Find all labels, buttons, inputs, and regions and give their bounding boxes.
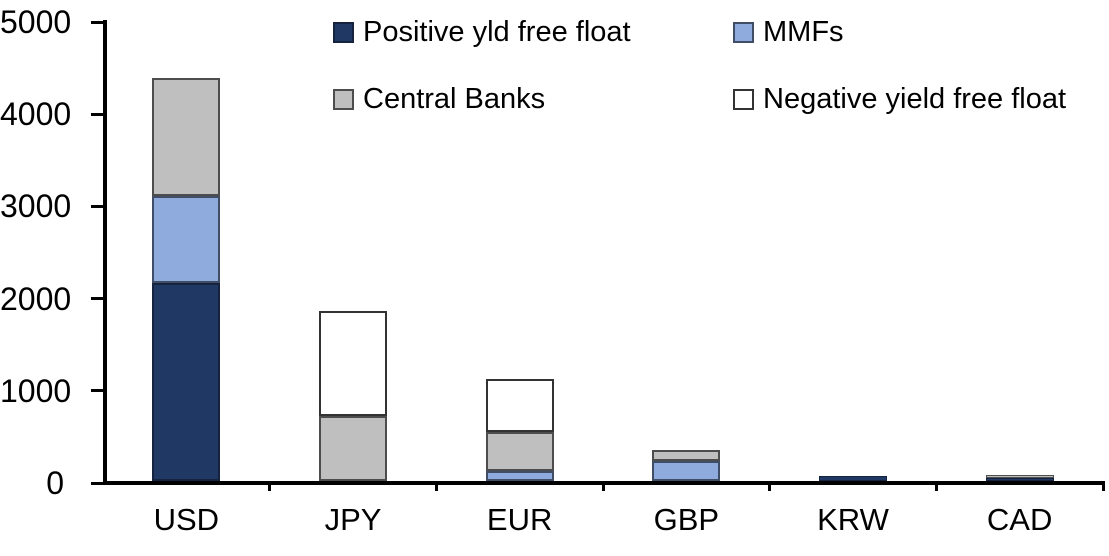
x-axis-tick-3	[601, 481, 605, 491]
y-axis-label-2000: 2000	[0, 280, 72, 317]
bar-segment-krw-positive-yld-free-float	[819, 476, 887, 481]
legend-swatch-icon-central-banks	[333, 88, 354, 110]
x-axis-label-usd: USD	[153, 502, 220, 537]
x-axis-tick-2	[434, 481, 438, 491]
y-axis-label-5000: 5000	[0, 4, 72, 40]
legend-item-positive-yld-free-float: Positive yld free float	[333, 17, 631, 47]
x-axis-label-eur: EUR	[486, 502, 553, 537]
x-axis-label-gbp: GBP	[653, 502, 720, 537]
legend-swatch-icon-mmfs	[733, 21, 754, 43]
bar-segment-jpy-central-banks	[319, 416, 387, 481]
legend-item-mmfs: MMFs	[733, 17, 844, 47]
legend-item-central-banks: Central Banks	[333, 84, 545, 114]
y-axis-label-3000: 3000	[0, 188, 72, 225]
y-axis-tick-0	[91, 481, 103, 485]
y-axis-line	[103, 20, 107, 485]
legend-label-mmfs: MMFs	[763, 16, 844, 48]
bar-segment-usd-central-banks	[152, 77, 221, 196]
y-axis-tick-1000	[91, 389, 103, 393]
legend-label-negative-yield-free-float: Negative yield free float	[763, 83, 1067, 115]
y-axis-tick-3000	[91, 204, 103, 208]
bar-segment-gbp-mmfs	[652, 461, 721, 481]
x-axis-tick-4	[768, 481, 772, 491]
bar-segment-eur-negative-yield-free-float	[485, 378, 554, 433]
legend-label-positive-yld-free-float: Positive yld free float	[363, 16, 631, 48]
x-axis-label-cad: CAD	[986, 502, 1053, 537]
legend-swatch-icon-positive-yld-free-float	[333, 21, 354, 43]
bar-segment-jpy-negative-yield-free-float	[319, 310, 387, 417]
y-axis-tick-4000	[91, 112, 103, 116]
y-axis-label-0: 0	[46, 465, 64, 501]
y-axis-label-1000: 1000	[0, 372, 72, 409]
y-axis-tick-2000	[91, 297, 103, 301]
legend-item-negative-yield-free-float: Negative yield free float	[733, 84, 1066, 114]
bar-segment-usd-positive-yld-free-float	[152, 282, 221, 481]
x-axis-label-jpy: JPY	[324, 502, 382, 537]
bar-segment-eur-central-banks	[485, 432, 554, 471]
y-axis-label-4000: 4000	[0, 96, 72, 133]
bar-segment-eur-mmfs	[485, 470, 554, 481]
x-axis-tick-1	[268, 481, 272, 491]
x-axis-label-krw: KRW	[817, 502, 889, 537]
x-axis-tick-6	[1101, 481, 1105, 491]
x-axis-tick-5	[934, 481, 938, 491]
bar-segment-gbp-central-banks	[652, 450, 721, 462]
bar-segment-cad-central-banks	[985, 475, 1054, 478]
bar-segment-cad-positive-yld-free-float	[985, 477, 1054, 481]
legend-label-central-banks: Central Banks	[363, 83, 546, 115]
y-axis-tick-5000	[91, 20, 103, 24]
bar-segment-usd-mmfs	[152, 195, 221, 283]
legend-swatch-icon-negative-yield-free-float	[733, 88, 754, 110]
